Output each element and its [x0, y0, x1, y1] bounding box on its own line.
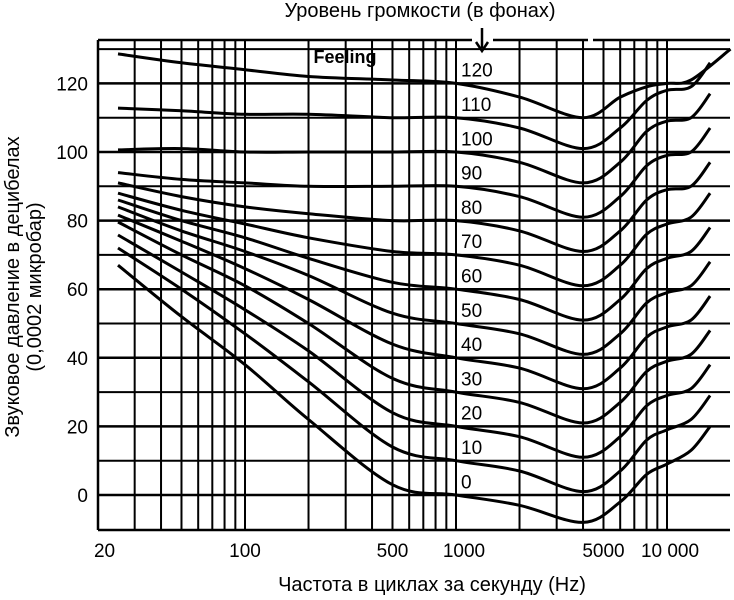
- curve-50-phon: [117, 205, 712, 356]
- y-tick-label: 0: [77, 486, 88, 507]
- x-tick-label: 10 000: [641, 541, 699, 562]
- curve-label-50: 50: [461, 301, 482, 322]
- curve-labels: 0 10 20 30 40 50 60 70 80 90 100 110 120: [459, 59, 496, 493]
- curve-label-90: 90: [461, 164, 482, 185]
- curve-label-bg: [459, 368, 485, 389]
- x-tick-label: 20: [94, 541, 115, 562]
- curve-30-phon: [117, 220, 712, 425]
- curve-40-phon: [117, 213, 712, 391]
- y-tick-label: 20: [67, 417, 88, 438]
- curve-label-bg: [459, 471, 474, 492]
- curve-10-phon: [117, 246, 712, 494]
- x-tick-label: 500: [377, 541, 409, 562]
- curve-label-bg: [459, 196, 485, 217]
- feeling-annotation: Feeling: [313, 47, 376, 67]
- y-axis-label-line1: Звуковое давление в децибелах: [2, 136, 24, 437]
- x-tick-label: 5000: [582, 541, 624, 562]
- x-tick-label: 1000: [443, 541, 485, 562]
- y-tick-label: 40: [67, 349, 88, 370]
- curve-label-10: 10: [461, 438, 482, 459]
- curve-label-bg: [459, 128, 496, 149]
- curve-label-bg: [459, 436, 485, 457]
- curve-110-phon: [117, 61, 712, 151]
- curves: [117, 47, 732, 524]
- curve-label-80: 80: [461, 198, 482, 219]
- y-tick-label: 80: [67, 212, 88, 233]
- curve-label-100: 100: [461, 129, 493, 150]
- curve-label-bg: [459, 334, 485, 355]
- x-axis-label: Частота в циклах за секунду (Hz): [278, 574, 586, 596]
- curve-label-30: 30: [461, 369, 482, 390]
- curve-0-phon: [117, 264, 712, 524]
- curve-label-110: 110: [461, 95, 491, 116]
- curve-70-phon: [117, 191, 712, 288]
- y-tick-label: 120: [56, 74, 88, 95]
- curve-label-60: 60: [461, 266, 482, 287]
- curve-label-120: 120: [461, 61, 493, 82]
- curve-label-70: 70: [461, 232, 482, 253]
- curve-80-phon: [117, 161, 712, 254]
- y-axis-label-line2: (0,0002 микробар): [24, 202, 46, 371]
- curve-label-bg: [459, 59, 496, 80]
- arrow-down-icon: [474, 28, 490, 54]
- curve-20-phon: [117, 233, 712, 459]
- curve-label-0: 0: [461, 472, 472, 493]
- plot-frame: [96, 38, 730, 532]
- curve-100-phon: [117, 92, 712, 185]
- curve-label-bg: [459, 402, 485, 423]
- curve-60-phon: [117, 198, 712, 322]
- curve-label-bg: [459, 231, 485, 252]
- curve-label-bg: [459, 265, 485, 286]
- y-tick-label: 60: [67, 280, 88, 301]
- curve-label-20: 20: [461, 404, 482, 425]
- curve-label-40: 40: [461, 335, 482, 356]
- curve-90-phon: [117, 127, 712, 219]
- curve-label-bg: [459, 93, 496, 114]
- y-tick-label: 100: [56, 143, 88, 164]
- chart-title: Уровень громкости (в фонах): [284, 0, 555, 22]
- curve-label-bg: [459, 162, 485, 183]
- x-tick-label: 100: [229, 541, 261, 562]
- curve-120-phon: [117, 47, 732, 120]
- curve-label-bg: [459, 299, 485, 320]
